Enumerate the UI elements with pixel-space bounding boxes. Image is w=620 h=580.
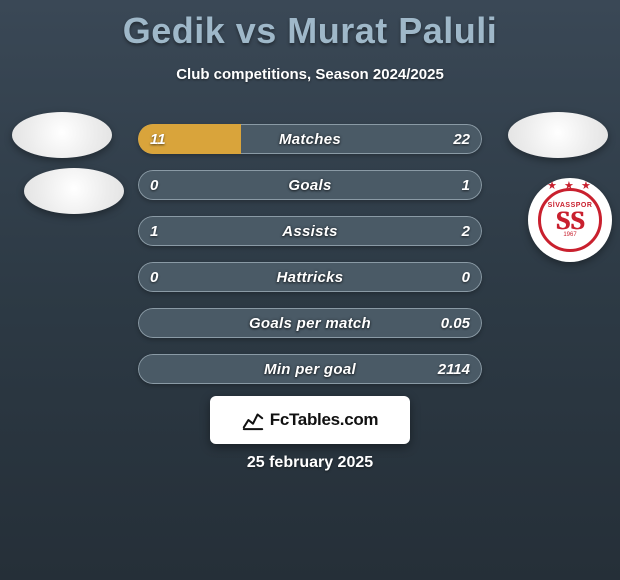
stat-row: 00Hattricks [138, 262, 482, 292]
stat-row: 12Assists [138, 216, 482, 246]
player-left-club-placeholder [24, 168, 124, 214]
stat-label: Matches [138, 124, 482, 154]
stat-row: 1122Matches [138, 124, 482, 154]
source-badge: FcTables.com [210, 396, 410, 444]
crest-monogram: SS [556, 211, 585, 232]
stat-label: Hattricks [138, 262, 482, 292]
stat-label: Goals [138, 170, 482, 200]
stat-bars: 1122Matches 01Goals 12Assists 00Hattricks 0.… [138, 124, 482, 400]
crest-stars-icon: ★ ★ ★ [541, 179, 599, 192]
page-subtitle: Club competitions, Season 2024/2025 [0, 66, 620, 83]
sivasspor-crest: ★ ★ ★ SİVASSPOR SS 1967 [538, 188, 602, 252]
page-title: Gedik vs Murat Paluli [0, 0, 620, 52]
player-right-photo-placeholder [508, 112, 608, 158]
comparison-arena: ★ ★ ★ SİVASSPOR SS 1967 1122Matches 01Goa… [0, 112, 620, 387]
snapshot-date: 25 february 2025 [0, 454, 620, 472]
player-right-club-crest: ★ ★ ★ SİVASSPOR SS 1967 [528, 178, 612, 262]
stat-label: Assists [138, 216, 482, 246]
stat-label: Goals per match [138, 308, 482, 338]
stat-row: 0.05Goals per match [138, 308, 482, 338]
fctables-logo-icon [242, 409, 264, 431]
player-left-photo-placeholder [12, 112, 112, 158]
stat-row: 01Goals [138, 170, 482, 200]
source-badge-text: FcTables.com [270, 410, 379, 430]
stat-row: 2114Min per goal [138, 354, 482, 384]
stat-label: Min per goal [138, 354, 482, 384]
crest-year: 1967 [563, 232, 576, 238]
